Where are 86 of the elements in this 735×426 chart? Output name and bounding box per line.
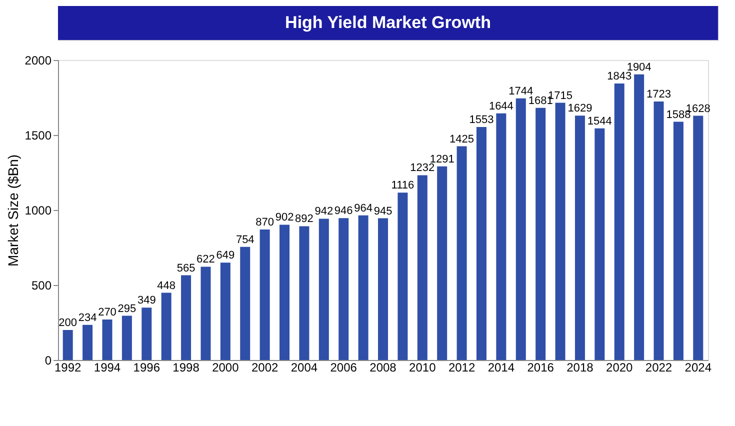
data-label: 649: [216, 250, 235, 262]
data-label: 622: [196, 254, 215, 266]
y-tick-label: 2000: [24, 54, 52, 68]
bar: [240, 246, 250, 360]
data-label: 902: [275, 212, 294, 224]
data-label: 1553: [469, 114, 494, 126]
bar: [102, 320, 112, 360]
x-tick-label: 1998: [172, 360, 200, 374]
data-label: 1644: [488, 100, 514, 112]
x-tick-label: 2024: [684, 360, 712, 374]
x-tick-label: 2006: [330, 360, 358, 374]
y-tick-label: 500: [31, 278, 52, 292]
x-tick-label: 2022: [645, 360, 672, 374]
bar: [594, 128, 605, 360]
data-label: 945: [374, 205, 392, 218]
bar: [378, 218, 388, 360]
bar: [82, 324, 93, 360]
bar: [181, 275, 192, 360]
x-tick-label: 2018: [566, 360, 594, 374]
bar: [142, 308, 152, 360]
data-label: 1904: [626, 61, 652, 74]
bar: [634, 74, 644, 360]
bar: [456, 146, 467, 360]
data-label: 1843: [607, 70, 632, 83]
bar: [122, 316, 132, 360]
x-tick-label: 2008: [370, 360, 397, 374]
data-label: 295: [118, 302, 136, 315]
chart-title: High Yield Market Growth: [285, 13, 491, 32]
data-label: 1744: [508, 85, 534, 98]
data-label: 1232: [410, 162, 435, 174]
bar: [614, 84, 624, 360]
bar: [62, 330, 73, 360]
x-tick-label: 1992: [54, 360, 82, 374]
bar: [200, 266, 211, 360]
x-tick-label: 2010: [409, 360, 436, 374]
bar: [417, 175, 428, 360]
x-tick-label: 1996: [133, 360, 160, 374]
y-tick-label: 0: [44, 354, 52, 368]
bar: [555, 102, 566, 360]
bar: [338, 218, 349, 360]
bar: [260, 230, 270, 360]
data-label: 870: [256, 216, 274, 228]
data-label: 1588: [666, 108, 691, 121]
data-label: 200: [58, 317, 78, 329]
bar: [516, 98, 526, 360]
bar: [398, 192, 408, 360]
data-label: 565: [176, 262, 196, 274]
data-label: 754: [236, 234, 254, 246]
bar: [220, 262, 230, 360]
bar: [693, 116, 704, 360]
x-tick-label: 2020: [606, 360, 634, 374]
bar: [574, 116, 585, 360]
data-label: 270: [98, 306, 116, 318]
data-label: 1723: [646, 88, 671, 101]
y-tick-label: 1500: [24, 128, 52, 142]
data-label: 1425: [450, 133, 474, 146]
data-label: 349: [137, 294, 156, 307]
data-label: 946: [334, 205, 353, 218]
x-tick-label: 1994: [94, 360, 121, 374]
y-axis-title: Market Size ($Bn): [4, 154, 21, 267]
y-tick-label: 1000: [24, 204, 52, 218]
x-tick-label: 2014: [488, 360, 515, 374]
x-tick-label: 2016: [527, 360, 554, 374]
bar: [673, 122, 684, 360]
bar: [318, 218, 329, 360]
bar: [161, 292, 172, 360]
bar: [654, 102, 664, 360]
bar: [299, 226, 310, 360]
bar: [358, 215, 368, 360]
data-label: 1544: [587, 115, 612, 128]
data-label: 892: [295, 213, 314, 226]
bar: [437, 166, 448, 360]
bar: [280, 224, 290, 360]
data-label: 1629: [568, 102, 592, 115]
x-tick-label: 2004: [290, 360, 318, 374]
data-label: 234: [78, 312, 97, 324]
data-label: 448: [157, 280, 176, 292]
bar: [536, 108, 546, 360]
x-tick-label: 2012: [448, 360, 476, 374]
x-tick-label: 2002: [251, 360, 278, 374]
data-label: 1116: [391, 180, 414, 192]
x-tick-label: 2000: [212, 360, 240, 374]
data-label: 942: [314, 206, 334, 218]
data-label: 964: [354, 202, 372, 214]
bar: [496, 113, 506, 360]
bar: [476, 127, 486, 360]
